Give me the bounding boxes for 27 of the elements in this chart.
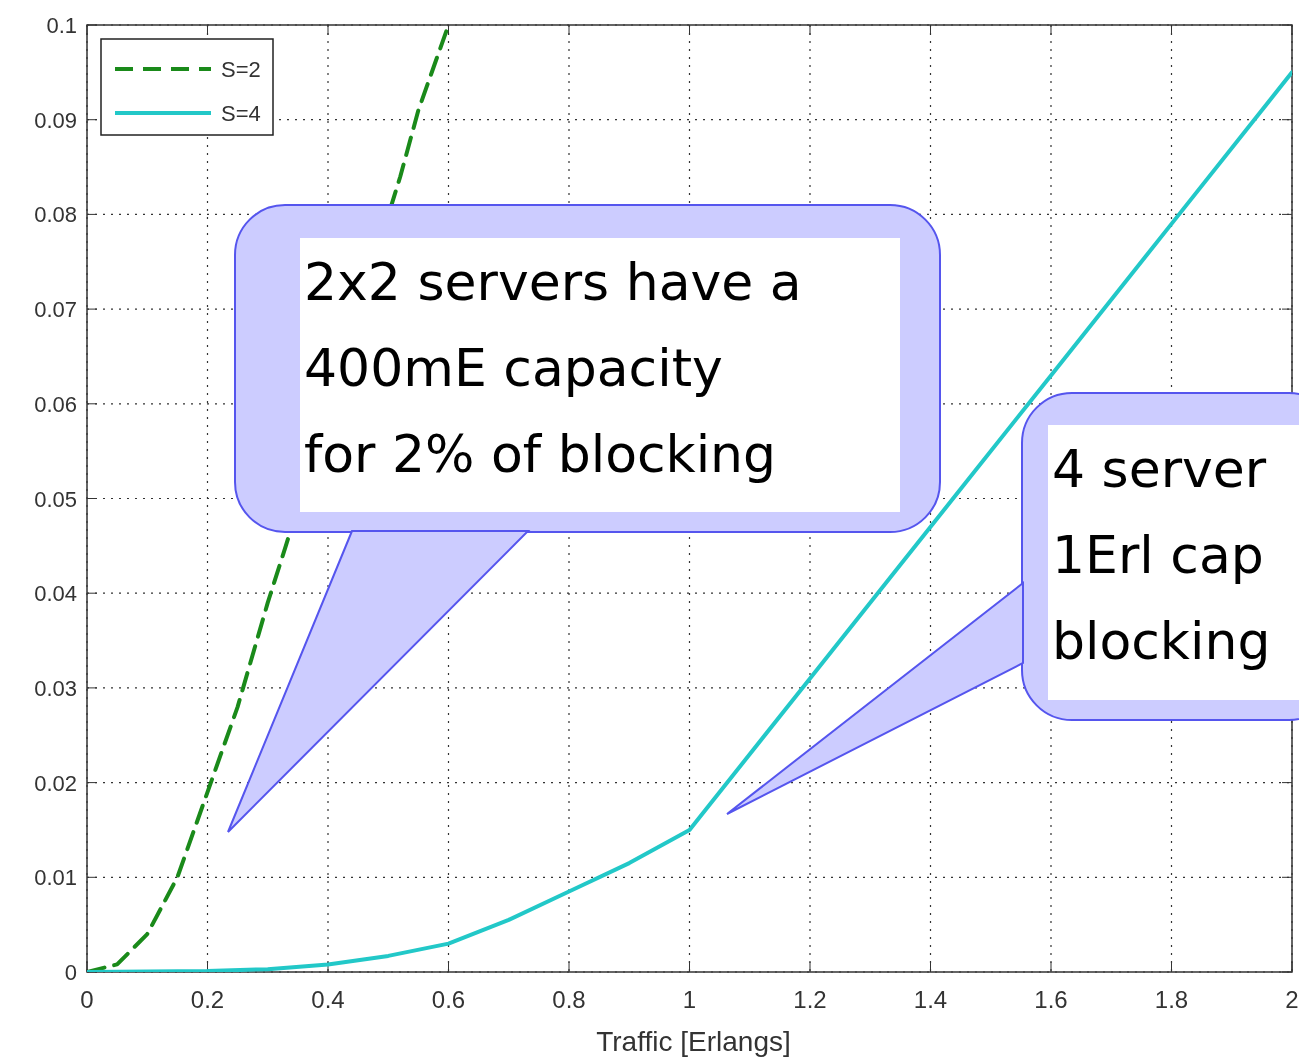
x-tick-label: 0.4 [311, 986, 345, 1013]
x-tick-label: 0.8 [552, 986, 586, 1013]
x-tick-label: 0 [80, 986, 94, 1013]
y-tick-label: 0.07 [34, 297, 77, 323]
y-tick-label: 0.08 [34, 202, 77, 228]
x-axis-title: Traffic [Erlangs] [596, 1026, 791, 1057]
y-tick-label: 0.06 [34, 391, 77, 417]
x-tick-label: 2 [1285, 986, 1299, 1013]
x-tick-label: 1.6 [1034, 986, 1068, 1013]
y-tick-label: 0.04 [34, 581, 77, 607]
legend-label: S=4 [221, 101, 261, 126]
y-tick-label: 0.09 [34, 107, 77, 133]
x-tick-label: 1.2 [793, 986, 827, 1013]
x-tick-label: 0.2 [190, 986, 225, 1013]
x-tick-label: 0.6 [431, 986, 466, 1013]
annotation: 2x2 servers have a 400mE capacity for 2% of blocking [304, 252, 802, 484]
y-tick-label: 0.01 [34, 865, 77, 891]
legend-label: S=2 [221, 57, 261, 82]
x-tick-label: 1.4 [913, 986, 948, 1013]
y-tick-label: 0 [64, 960, 77, 985]
y-tick-label: 0.03 [34, 675, 77, 701]
y-tick-label: 0.1 [46, 13, 77, 38]
annotation: 4 server 1Erl cap blocking [1052, 439, 1271, 671]
y-tick-label: 0.02 [34, 770, 77, 796]
y-tick-label: 0.05 [34, 486, 77, 512]
x-tick-label: 1 [682, 986, 697, 1013]
x-tick-label: 1.8 [1154, 986, 1189, 1013]
